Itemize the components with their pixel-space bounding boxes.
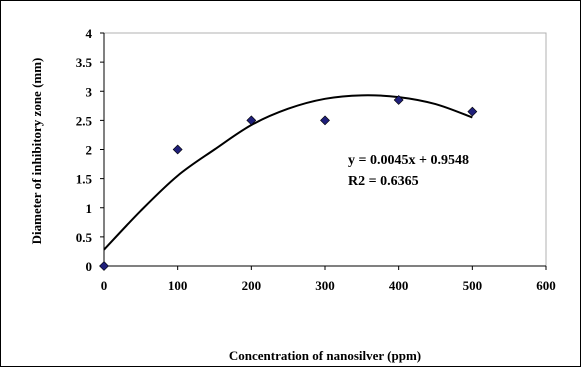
- x-tick-label: 0: [101, 278, 108, 293]
- x-tick-label: 300: [315, 278, 335, 293]
- y-axis-ticks: 0 0.5 1 1.5 2 2.5 3 3.5 4: [76, 26, 104, 274]
- y-tick-label: 3: [86, 84, 93, 99]
- x-tick-label: 400: [389, 278, 409, 293]
- equation-label: y = 0.0045x + 0.9548: [348, 153, 469, 168]
- y-tick-label: 3.5: [76, 55, 93, 70]
- data-point-marker: [467, 106, 478, 117]
- data-point-marker: [320, 115, 330, 126]
- y-tick-label: 4: [86, 26, 93, 41]
- data-point-marker: [99, 261, 109, 271]
- trendline: [103, 94, 473, 251]
- y-tick-label: 0.5: [76, 230, 93, 245]
- data-point-marker: [393, 95, 404, 105]
- y-tick-label: 1.5: [76, 172, 93, 187]
- plot-area: [103, 32, 547, 267]
- data-point-marker: [172, 144, 183, 155]
- y-tick-label: 2.5: [76, 113, 93, 128]
- x-axis-ticks: 0 100 200 300 400 500 600: [101, 266, 556, 293]
- r2-label: R2 = 0.6365: [348, 174, 419, 189]
- data-point-marker: [246, 115, 257, 126]
- plot-area-border: [103, 32, 547, 267]
- y-tick-label: 1: [86, 201, 93, 216]
- x-tick-label: 200: [242, 278, 262, 293]
- x-axis-title: Concentration of nanosilver (ppm): [229, 348, 421, 363]
- y-tick-label: 2: [86, 143, 93, 158]
- x-tick-label: 500: [463, 278, 483, 293]
- x-tick-label: 100: [168, 278, 188, 293]
- x-tick-label: 600: [536, 278, 556, 293]
- y-axis-title: Diameter of inhibitory zone (mm): [29, 58, 44, 245]
- y-tick-label: 0: [86, 259, 93, 274]
- data-points: [99, 95, 478, 271]
